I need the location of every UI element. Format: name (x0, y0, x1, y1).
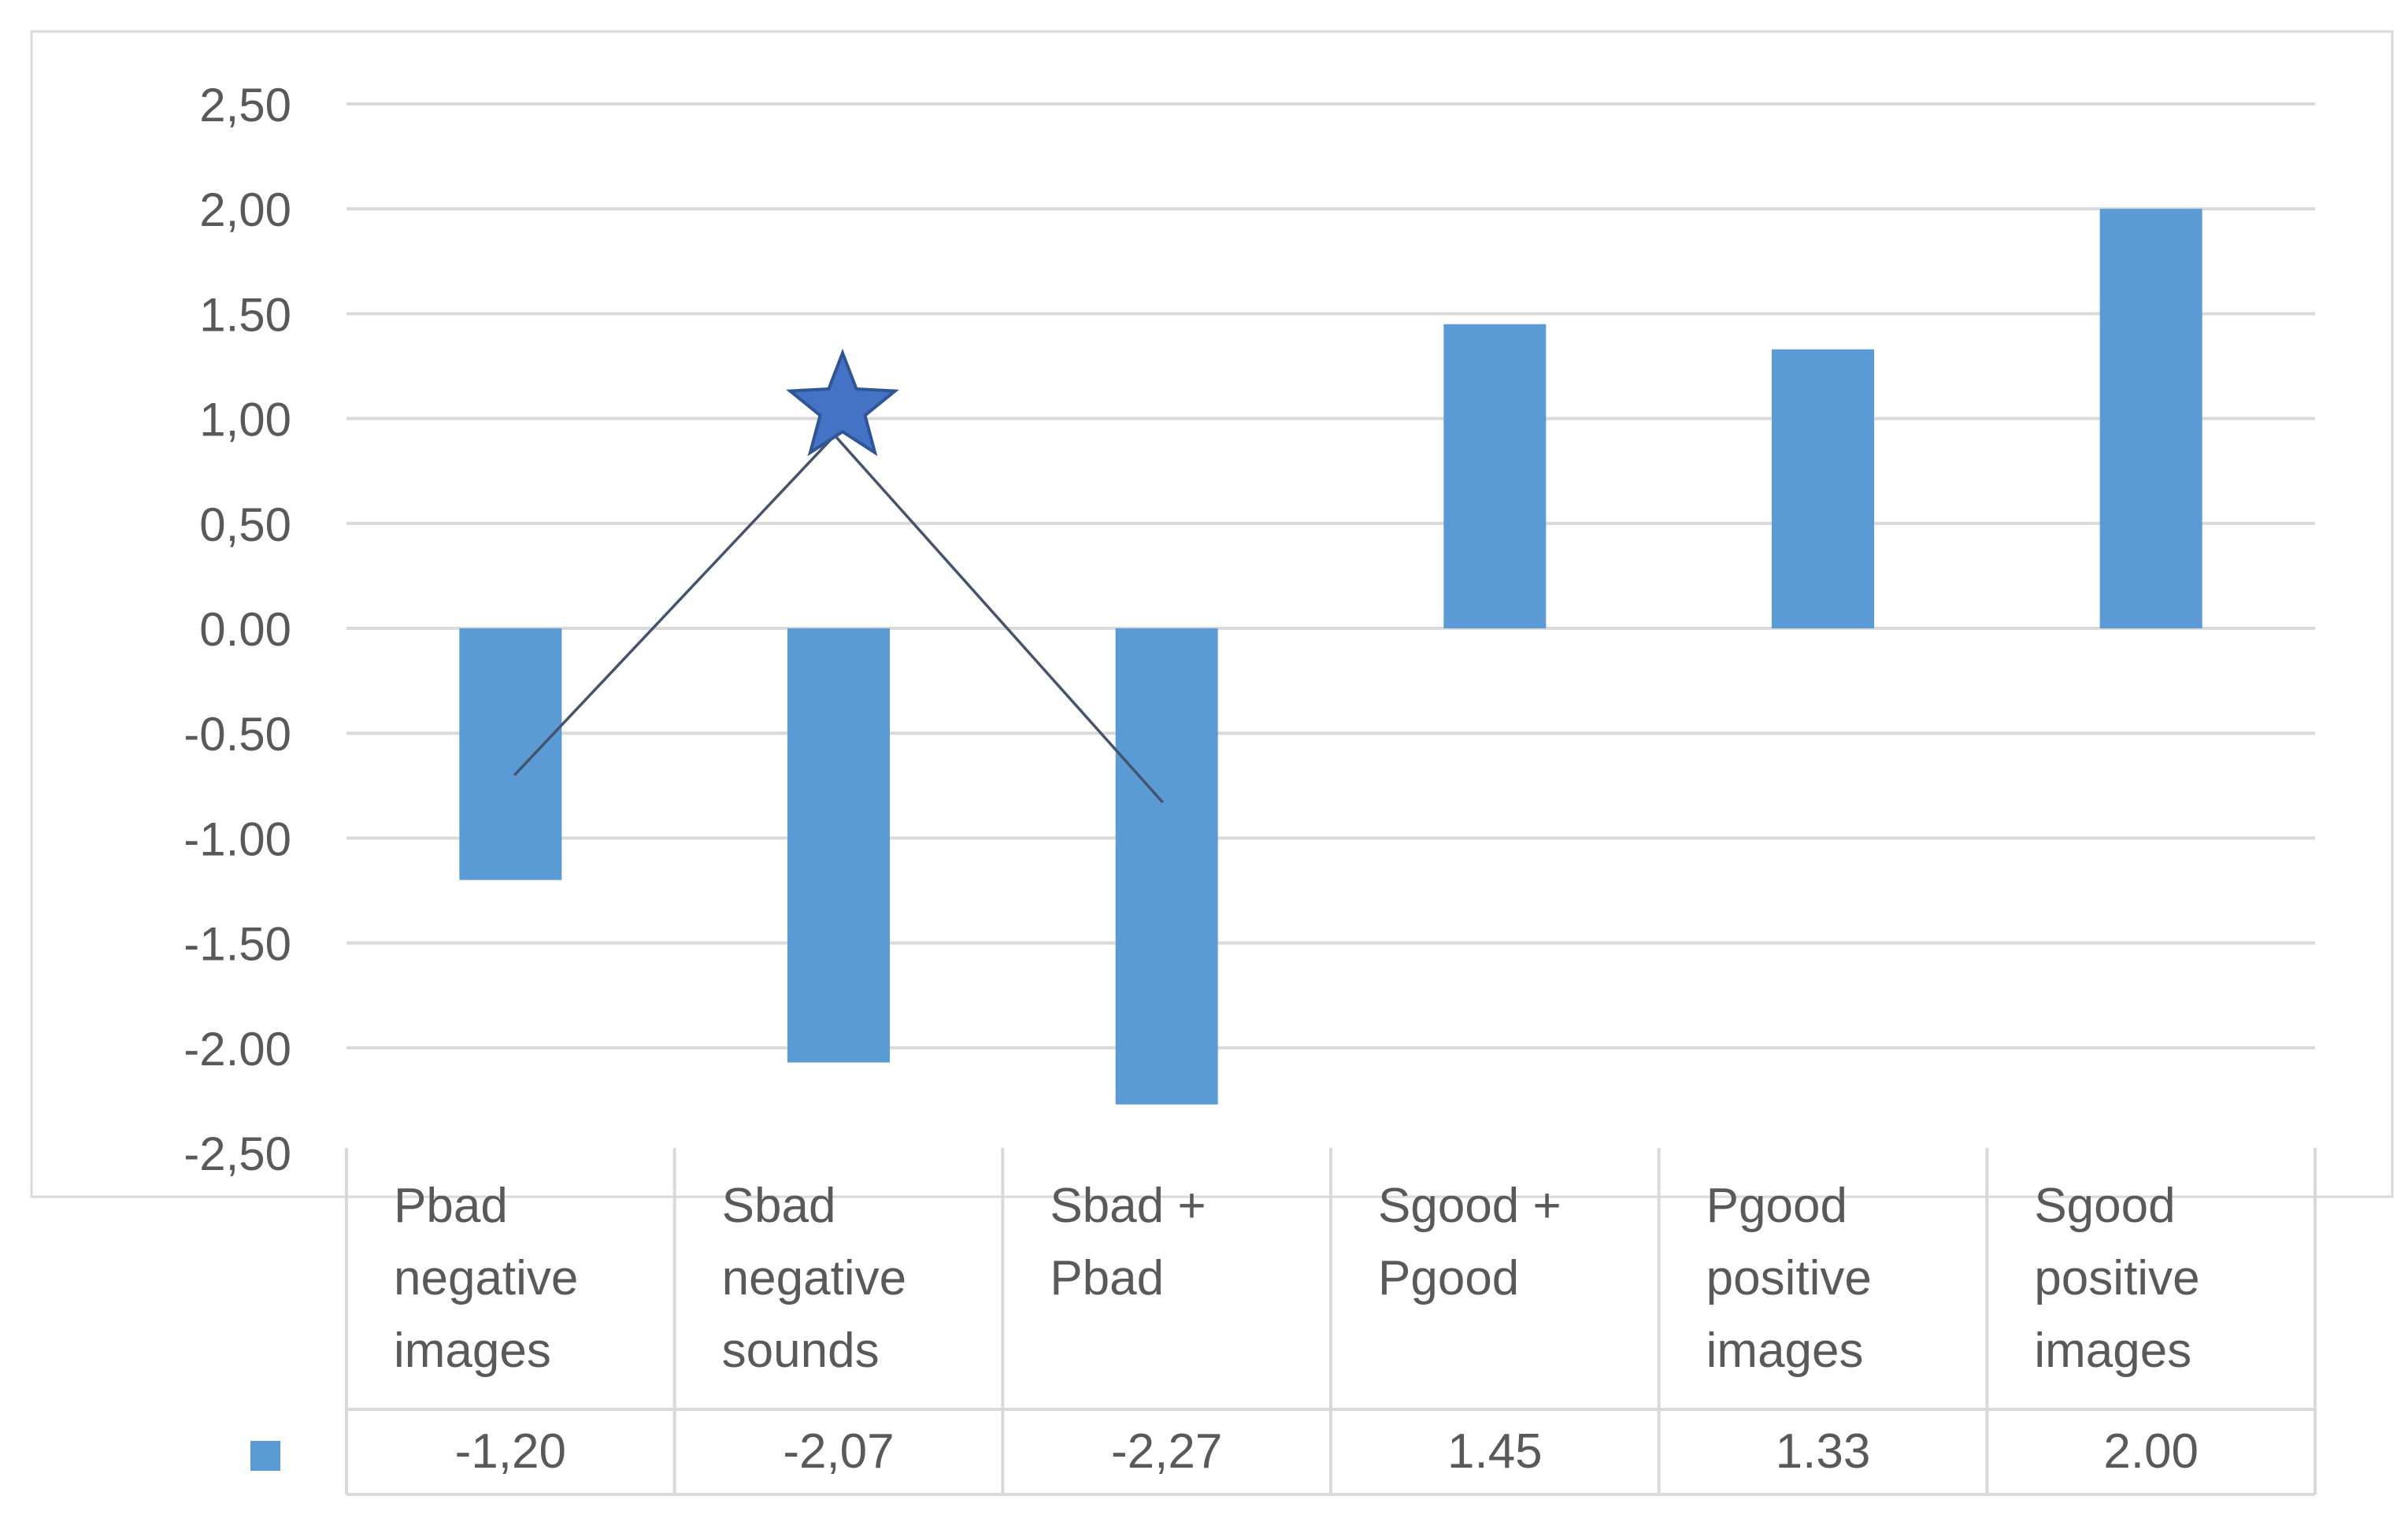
gridlines (346, 102, 2315, 1050)
value-label: 1.45 (1447, 1424, 1543, 1479)
bar (1115, 628, 1218, 1105)
y-tick-label: -1.00 (183, 813, 291, 865)
annotation (513, 348, 1164, 804)
value-label: -2,07 (783, 1424, 894, 1479)
category-label: images (2034, 1324, 2191, 1378)
bar (2099, 209, 2202, 628)
bar (1443, 324, 1547, 628)
y-tick-label: 1.50 (199, 288, 291, 341)
value-label: 2.00 (2103, 1424, 2199, 1479)
category-label: positive (2034, 1251, 2199, 1305)
bar (787, 628, 890, 1063)
category-label: Sgood (2034, 1179, 2175, 1233)
value-label: -2,27 (1111, 1424, 1222, 1479)
y-tick-label: -0.50 (183, 708, 291, 761)
y-tick-label: 2,00 (199, 183, 291, 236)
category-label: Pbad (394, 1179, 508, 1233)
legend-marker (250, 1441, 280, 1471)
y-tick-label: -1.50 (183, 918, 291, 971)
category-label: Pgood (1378, 1251, 1519, 1305)
y-tick-label: 0,50 (199, 498, 291, 551)
category-label: images (1706, 1324, 1864, 1378)
category-label: images (394, 1324, 551, 1378)
y-tick-label: -2.00 (183, 1023, 291, 1076)
category-label: negative (394, 1251, 578, 1305)
value-label: -1,20 (455, 1424, 566, 1479)
category-label: negative (722, 1251, 906, 1305)
bars (459, 209, 2202, 1105)
category-label: Pbad (1050, 1251, 1164, 1305)
category-label: Pgood (1706, 1179, 1847, 1233)
category-label: Sbad + (1050, 1179, 1206, 1233)
value-label: 1.33 (1776, 1424, 1871, 1479)
bar (1772, 349, 1874, 628)
data-table: Pbad negative images Sbad negative sounds Sbad… (250, 1148, 2317, 1496)
y-tick-label: 1,00 (199, 394, 291, 446)
y-tick-label: 0.00 (199, 603, 291, 656)
star-icon (786, 348, 899, 457)
y-axis-tick-labels: 2,50 2,00 1.50 1,00 0,50 0.00 -0.50 -1.00 -1.50 -… (183, 79, 291, 1180)
category-label: positive (1706, 1251, 1872, 1305)
y-tick-label: 2,50 (199, 79, 291, 131)
category-label: Sgood + (1378, 1179, 1561, 1233)
y-tick-label: -2,50 (183, 1128, 291, 1180)
category-label: sounds (722, 1324, 880, 1378)
category-label: Sbad (722, 1179, 836, 1233)
bar (459, 628, 562, 880)
